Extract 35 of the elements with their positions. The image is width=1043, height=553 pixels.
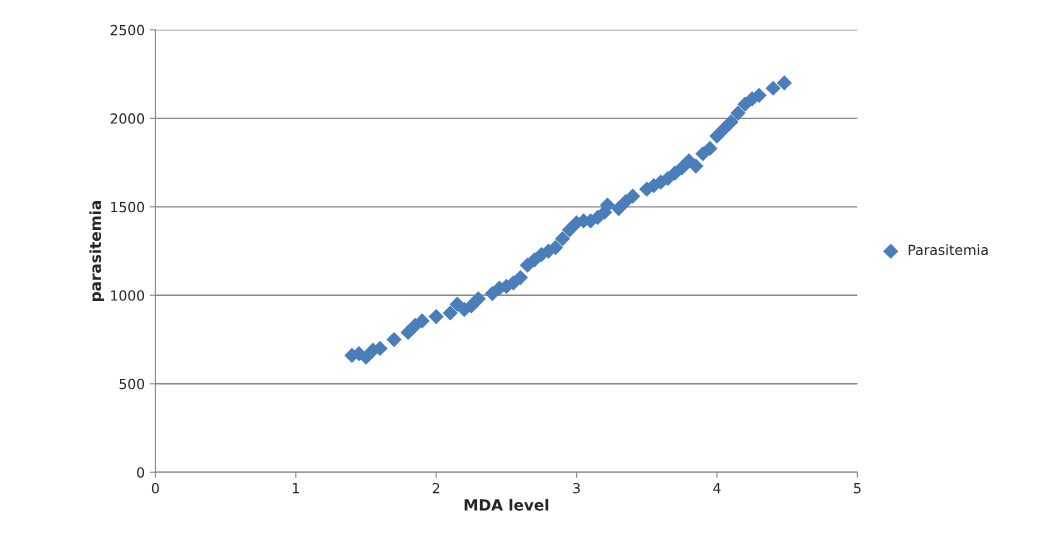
y-tick-label: 0 — [137, 467, 145, 478]
point — [776, 75, 792, 91]
point — [723, 114, 739, 130]
x-axis-title: MDA level — [464, 498, 549, 511]
x-tick-label: 3 — [573, 482, 580, 494]
y-axis-title: parasitemia — [89, 200, 105, 302]
point — [512, 270, 529, 286]
point — [414, 313, 430, 329]
x-tick-label: 5 — [854, 483, 861, 494]
y-tick-label: 500 — [119, 378, 145, 390]
point — [358, 349, 374, 365]
point — [688, 158, 704, 174]
y-tick-label: 2500 — [110, 24, 145, 36]
y-tick-label: 1000 — [111, 290, 145, 301]
point — [442, 305, 458, 321]
point — [428, 308, 444, 325]
y-tick-label: 1500 — [111, 201, 145, 213]
point — [674, 160, 690, 176]
point — [765, 80, 781, 96]
legend-label: Parasitemia — [908, 244, 988, 256]
point — [709, 128, 725, 144]
x-tick-label: 2 — [432, 482, 440, 494]
x-tick-label: 4 — [713, 483, 721, 494]
x-tick-label: 1 — [292, 483, 299, 494]
x-tick-label: 0 — [151, 482, 159, 494]
point — [561, 222, 578, 238]
point — [400, 324, 416, 341]
y-tick-label: 2000 — [110, 113, 145, 124]
point — [611, 200, 627, 217]
point — [702, 140, 718, 157]
point — [554, 231, 571, 247]
point — [386, 331, 402, 348]
point — [730, 105, 746, 121]
point — [625, 188, 641, 204]
point — [470, 291, 486, 307]
